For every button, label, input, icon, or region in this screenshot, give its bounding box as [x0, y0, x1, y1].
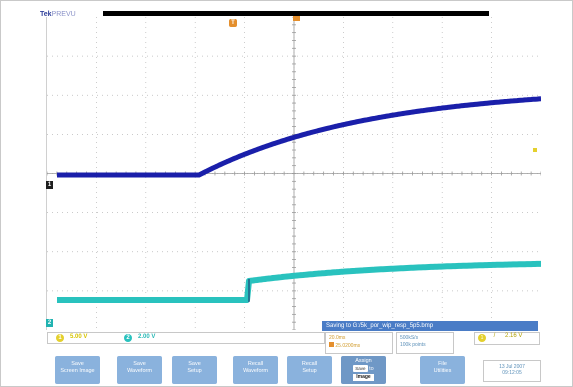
graticule-and-traces	[47, 17, 541, 330]
trigger-time-marker[interactable]: T	[229, 19, 237, 27]
ch1-badge[interactable]: 1	[56, 334, 64, 342]
ch1-waveform	[56, 96, 541, 178]
trigger-position-indicator[interactable]	[293, 16, 300, 21]
time: 09:12:05	[502, 370, 522, 376]
timebase-readout[interactable]: 20.0ms 25.0200ms	[325, 332, 393, 354]
menu-label-line2: Screen Image	[60, 368, 95, 374]
waveform-display	[46, 17, 541, 330]
menu-label-to: to	[369, 366, 374, 372]
channel-status-bar: 1 5.00 V 2 2.00 V	[47, 332, 325, 344]
brand-sub: PREVU	[51, 11, 76, 18]
menu-label-line1: Recall	[301, 361, 318, 367]
trigger-level-marker[interactable]	[533, 148, 537, 152]
horizontal-position: 25.0200ms	[335, 343, 361, 349]
save-waveform-button[interactable]: Save Waveform	[117, 356, 162, 384]
menu-label-line1: Save	[71, 361, 84, 367]
brand-name: Tek	[40, 11, 52, 18]
date: 13 Jul 2007	[499, 364, 525, 370]
menu-label-line1: Assign	[355, 358, 372, 364]
menu-label-line2: Utilities	[433, 368, 452, 374]
ch2-badge[interactable]: 2	[124, 334, 132, 342]
sample-rate: 500kS/s	[400, 335, 419, 341]
brand-logo: TekPREVU	[40, 11, 76, 18]
ch2-waveform	[56, 260, 541, 303]
ch1-ground-marker[interactable]: 1	[46, 181, 53, 189]
record-length: 100k points	[400, 342, 426, 348]
menu-label-line2: Setup	[302, 368, 317, 374]
ch1-scale: 5.00 V	[70, 334, 88, 340]
save-setup-button[interactable]: Save Setup	[172, 356, 217, 384]
menu-label-line2: Waveform	[127, 368, 152, 374]
horizontal-scale: 20.0ms	[329, 335, 346, 341]
menu-label-line1: Save	[188, 361, 201, 367]
ch2-scale: 2.00 V	[138, 334, 156, 340]
trigger-level: 2.16 V	[505, 333, 523, 339]
ch2-ground-marker[interactable]: 2	[46, 319, 53, 327]
recall-setup-button[interactable]: Recall Setup	[287, 356, 332, 384]
recall-waveform-button[interactable]: Recall Waveform	[233, 356, 278, 384]
date-time-readout: 13 Jul 2007 09:12:05	[483, 360, 541, 382]
menu-label-line1: Recall	[247, 361, 264, 367]
menu-label-line2: Waveform	[243, 368, 268, 374]
assign-save-button[interactable]: Assign Save to Image	[341, 356, 386, 384]
delay-icon	[329, 342, 334, 347]
menu-label-line1: File	[438, 361, 447, 367]
assign-target-value: Image	[353, 374, 374, 381]
trigger-slope-icon: /	[493, 333, 496, 339]
trigger-readout[interactable]: 1 / 2.16 V	[474, 332, 540, 345]
menu-label-line2: Setup	[187, 368, 202, 374]
trigger-source-badge: 1	[478, 334, 486, 342]
save-key-icon: Save	[353, 365, 368, 372]
saving-status-message: Saving to G:/5k_por_wip_resp_5p5.bmp	[322, 321, 538, 331]
save-screen-image-button[interactable]: Save Screen Image	[55, 356, 100, 384]
file-utilities-button[interactable]: File Utilities	[420, 356, 465, 384]
record-view-bar	[103, 11, 489, 16]
menu-label-line1: Save	[133, 361, 146, 367]
acquisition-readout[interactable]: 500kS/s 100k points	[396, 332, 454, 354]
